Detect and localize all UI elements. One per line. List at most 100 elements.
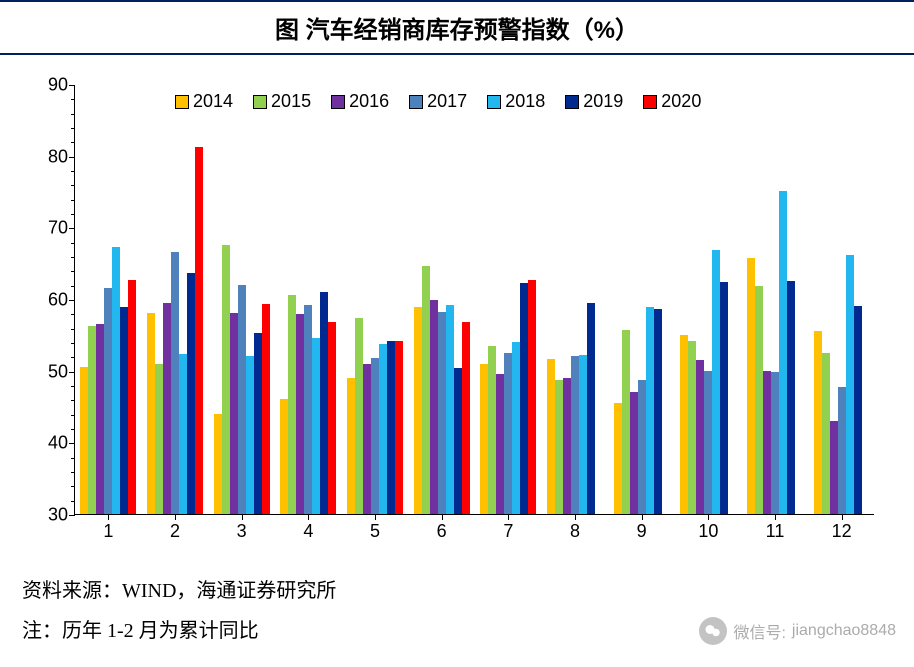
- x-tick: [308, 514, 309, 520]
- y-minor-tick: [71, 214, 75, 215]
- bar: [496, 374, 504, 514]
- bar: [838, 387, 846, 514]
- bar: [280, 399, 288, 514]
- x-tick: [375, 514, 376, 520]
- bar: [88, 326, 96, 514]
- x-tick: [108, 514, 109, 520]
- chart-title: 图 汽车经销商库存预警指数（%）: [275, 17, 639, 44]
- bar: [214, 414, 222, 514]
- bar: [512, 342, 520, 514]
- bar: [462, 322, 470, 514]
- bar: [355, 318, 363, 514]
- bar: [155, 364, 163, 514]
- y-minor-tick: [71, 458, 75, 459]
- bar: [80, 367, 88, 514]
- bar: [246, 356, 254, 514]
- legend-item: 2018: [487, 91, 545, 112]
- y-minor-tick: [71, 142, 75, 143]
- bar: [747, 258, 755, 514]
- x-tick: [642, 514, 643, 520]
- x-tick: [508, 514, 509, 520]
- bar: [755, 286, 763, 514]
- bar: [120, 307, 128, 514]
- y-axis-label: 80: [48, 146, 68, 167]
- bar: [320, 292, 328, 514]
- x-axis-label: 5: [370, 521, 380, 542]
- y-tick: [69, 300, 75, 301]
- bar: [238, 285, 246, 514]
- footer: 资料来源：WIND，海通证券研究所 注：历年 1-2 月为累计同比: [22, 571, 336, 651]
- chart-area: 2014201520162017201820192020 30405060708…: [34, 65, 894, 555]
- bar: [528, 280, 536, 514]
- legend-item: 2015: [253, 91, 311, 112]
- bar: [446, 305, 454, 514]
- x-tick: [575, 514, 576, 520]
- legend-item: 2019: [565, 91, 623, 112]
- legend-swatch: [565, 95, 579, 109]
- legend-swatch: [331, 95, 345, 109]
- bar: [571, 356, 579, 514]
- bar: [846, 255, 854, 514]
- x-axis-label: 11: [766, 521, 785, 542]
- legend-label: 2016: [349, 91, 389, 112]
- y-minor-tick: [71, 286, 75, 287]
- y-axis-label: 70: [48, 218, 68, 239]
- y-minor-tick: [71, 200, 75, 201]
- x-tick: [442, 514, 443, 520]
- x-axis-label: 6: [437, 521, 447, 542]
- bar: [222, 245, 230, 514]
- bar: [187, 273, 195, 514]
- x-axis-label: 3: [237, 521, 247, 542]
- plot-region: 2014201520162017201820192020 30405060708…: [74, 85, 874, 515]
- bar: [680, 335, 688, 514]
- x-axis-label: 9: [637, 521, 647, 542]
- bar: [587, 303, 595, 514]
- y-minor-tick: [71, 501, 75, 502]
- bar: [230, 313, 238, 514]
- bar: [104, 288, 112, 514]
- y-minor-tick: [71, 271, 75, 272]
- y-minor-tick: [71, 314, 75, 315]
- bar: [787, 281, 795, 514]
- bar: [654, 309, 662, 514]
- bar: [195, 147, 203, 514]
- bar: [704, 371, 712, 514]
- y-axis-label: 50: [48, 361, 68, 382]
- y-minor-tick: [71, 171, 75, 172]
- bar: [854, 306, 862, 514]
- bar: [254, 333, 262, 514]
- bar: [771, 372, 779, 514]
- legend-label: 2017: [427, 91, 467, 112]
- bar: [171, 252, 179, 514]
- source-text: 资料来源：WIND，海通证券研究所: [22, 571, 336, 611]
- bar: [128, 280, 136, 514]
- bar: [438, 312, 446, 514]
- x-tick: [242, 514, 243, 520]
- bar: [779, 191, 787, 514]
- bar: [304, 305, 312, 514]
- legend-label: 2019: [583, 91, 623, 112]
- legend-label: 2015: [271, 91, 311, 112]
- y-minor-tick: [71, 400, 75, 401]
- y-minor-tick: [71, 472, 75, 473]
- bar: [422, 266, 430, 514]
- bar: [430, 300, 438, 514]
- y-tick: [69, 443, 75, 444]
- legend-swatch: [487, 95, 501, 109]
- y-minor-tick: [71, 486, 75, 487]
- bar: [179, 354, 187, 514]
- legend-label: 2014: [193, 91, 233, 112]
- y-minor-tick: [71, 343, 75, 344]
- x-tick: [775, 514, 776, 520]
- watermark: 微信号: jiangchao8848: [699, 617, 896, 645]
- x-tick: [708, 514, 709, 520]
- bar: [296, 314, 304, 514]
- y-minor-tick: [71, 99, 75, 100]
- y-minor-tick: [71, 357, 75, 358]
- bar: [646, 307, 654, 514]
- bar: [454, 368, 462, 514]
- legend-item: 2020: [643, 91, 701, 112]
- y-tick: [69, 515, 75, 516]
- y-tick: [69, 85, 75, 86]
- bar: [347, 378, 355, 514]
